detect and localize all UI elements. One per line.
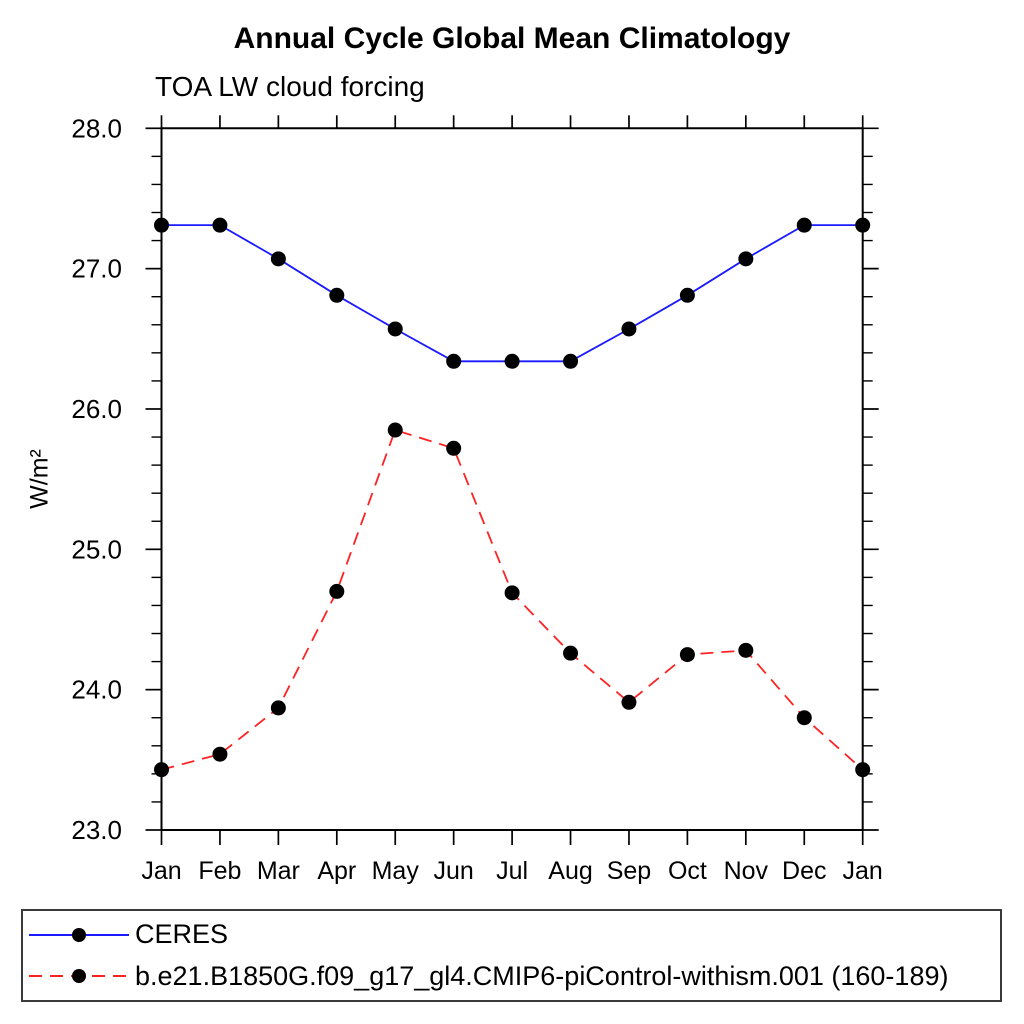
data-point-series-1	[270, 700, 286, 716]
data-point-series-0	[796, 217, 812, 233]
y-tick-label: 25.0	[71, 534, 122, 564]
legend: CERES b.e21.B1850G.f09_g17_gl4.CMIP6-piC…	[21, 909, 1002, 1002]
data-point-series-0	[212, 217, 228, 233]
data-point-series-1	[504, 585, 520, 601]
y-tick-label: 27.0	[71, 254, 122, 284]
data-point-series-0	[855, 217, 871, 233]
x-tick-label: Feb	[198, 857, 241, 885]
data-point-series-1	[738, 642, 754, 658]
x-tick-label: Aug	[548, 857, 592, 885]
x-tick-label: Oct	[668, 857, 707, 885]
x-tick-label: Mar	[257, 857, 300, 885]
data-point-series-1	[212, 746, 228, 762]
data-point-series-0	[504, 353, 520, 369]
x-tick-label: Nov	[724, 857, 769, 885]
data-point-series-0	[270, 251, 286, 267]
legend-swatch-dashed-line	[29, 969, 129, 984]
data-point-series-1	[621, 694, 637, 710]
y-tick-label: 23.0	[71, 815, 122, 845]
data-point-series-0	[679, 287, 695, 303]
x-tick-label: Jun	[434, 857, 474, 885]
data-point-series-0	[387, 321, 403, 337]
x-tick-label: Jan	[141, 857, 181, 885]
x-tick-label: Jul	[496, 857, 528, 885]
x-tick-label: May	[372, 857, 420, 885]
legend-label-model: b.e21.B1850G.f09_g17_gl4.CMIP6-piControl…	[135, 960, 949, 991]
series-line-0	[161, 224, 863, 363]
legend-marker-dot	[72, 927, 86, 942]
data-point-series-1	[446, 440, 462, 456]
data-point-series-0	[563, 353, 579, 369]
x-tick-label: Dec	[782, 857, 826, 885]
data-point-series-1	[855, 762, 871, 778]
chart-title: Annual Cycle Global Mean Climatology	[233, 22, 791, 55]
data-point-series-0	[446, 353, 462, 369]
data-point-series-1	[563, 645, 579, 661]
y-tick-label: 26.0	[71, 394, 122, 424]
x-tick-label: Sep	[607, 857, 651, 885]
y-tick-label: 28.0	[71, 113, 122, 143]
x-tick-label: Apr	[317, 857, 356, 885]
data-point-series-0	[738, 251, 754, 267]
data-point-series-1	[154, 762, 169, 778]
legend-entry-model: b.e21.B1850G.f09_g17_gl4.CMIP6-piControl…	[23, 956, 1000, 996]
chart-subtitle: TOA LW cloud forcing	[155, 71, 425, 102]
legend-marker-dot	[72, 969, 86, 984]
data-point-series-0	[154, 217, 169, 233]
data-point-series-1	[796, 710, 812, 726]
legend-entry-ceres: CERES	[23, 915, 1000, 955]
data-point-series-1	[679, 647, 695, 663]
y-tick-label: 24.0	[71, 675, 122, 705]
data-point-series-0	[329, 287, 345, 303]
data-point-series-1	[387, 422, 403, 438]
legend-label-ceres: CERES	[135, 919, 229, 950]
legend-swatch-solid-line	[29, 927, 129, 942]
data-point-series-1	[329, 583, 345, 599]
x-tick-label: Jan	[843, 857, 883, 885]
data-point-series-0	[621, 321, 637, 337]
